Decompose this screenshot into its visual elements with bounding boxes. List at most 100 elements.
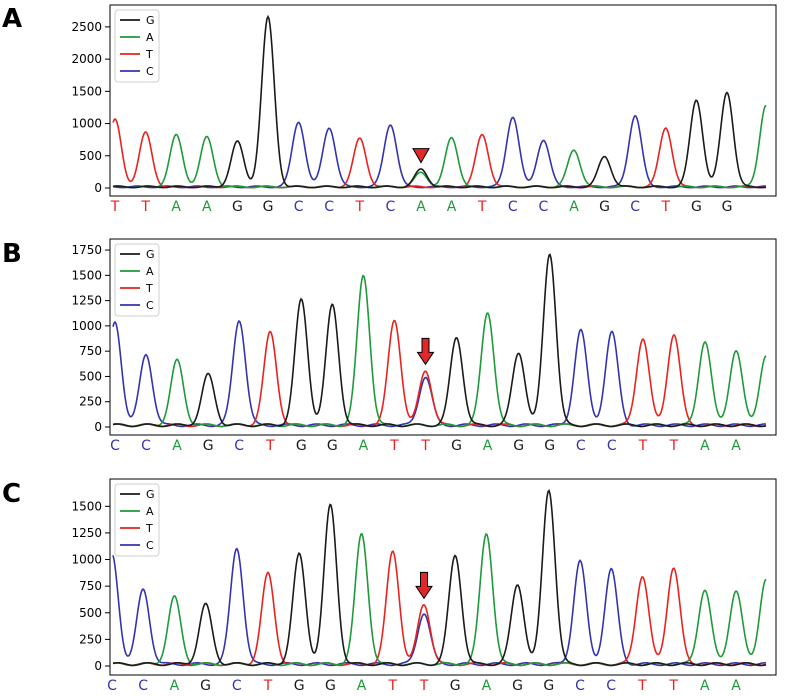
base-call-label: T (140, 199, 150, 215)
trace-g (112, 14, 767, 189)
legend-label-c: C (146, 539, 154, 552)
base-call-label: T (669, 438, 679, 454)
panel-label: B (2, 239, 22, 269)
base-call-label: A (416, 199, 426, 215)
y-tick-label: 500 (79, 149, 102, 163)
base-call-label: G (512, 678, 523, 694)
base-call-label: G (325, 678, 336, 694)
legend-label-t: T (145, 522, 153, 535)
y-tick-label: 1250 (71, 294, 102, 308)
y-tick-label: 1500 (71, 268, 102, 282)
y-tick-label: 250 (79, 632, 102, 646)
base-call-label: T (638, 438, 648, 454)
y-tick-label: 1500 (71, 499, 102, 513)
base-call-label: T (265, 438, 275, 454)
legend-label-t: T (145, 282, 153, 295)
y-tick-label: 250 (79, 395, 102, 409)
base-call-label: T (110, 199, 120, 215)
base-call-label: T (419, 678, 429, 694)
trace-g (112, 489, 767, 667)
y-tick-label: 1250 (71, 526, 102, 540)
trace-c (112, 547, 766, 667)
y-tick-label: 0 (94, 181, 102, 195)
mutation-arrow (415, 571, 433, 600)
base-call-label: C (141, 438, 151, 454)
y-tick-label: 2000 (71, 52, 102, 66)
y-tick-label: 0 (94, 420, 102, 434)
panel-label: A (2, 4, 22, 34)
trace-t (112, 550, 767, 667)
base-call-label: C (107, 678, 117, 694)
y-tick-label: 750 (79, 344, 102, 358)
base-call-label: A (172, 438, 182, 454)
base-call-label: G (513, 438, 524, 454)
base-call-label: A (483, 438, 493, 454)
base-call-label: A (357, 678, 367, 694)
base-call-label: C (539, 199, 549, 215)
legend-label-g: G (146, 14, 155, 27)
trace-a (112, 274, 767, 428)
base-call-label: A (482, 678, 492, 694)
base-call-label: C (138, 678, 148, 694)
base-call-label: T (668, 678, 678, 694)
base-call-label: C (630, 199, 640, 215)
base-call-label: G (327, 438, 338, 454)
base-call-label: T (389, 438, 399, 454)
base-call-label: C (232, 678, 242, 694)
y-tick-label: 500 (79, 369, 102, 383)
base-call-label: A (700, 678, 710, 694)
legend-label-g: G (146, 248, 155, 261)
mutation-arrow (416, 337, 435, 366)
legend-label-g: G (146, 488, 155, 501)
base-call-label: G (296, 438, 307, 454)
y-tick-label: 1000 (71, 117, 102, 131)
y-tick-label: 750 (79, 579, 102, 593)
base-call-label: G (263, 199, 274, 215)
base-call-label: G (722, 199, 733, 215)
base-call-label: G (691, 199, 702, 215)
legend-label-a: A (146, 505, 154, 518)
trace-a (112, 104, 767, 189)
base-call-label: T (637, 678, 647, 694)
base-call-label: A (700, 438, 710, 454)
legend-label-c: C (146, 65, 154, 78)
plot-frame (109, 4, 777, 197)
plot-frame (109, 238, 777, 436)
base-call-label: A (359, 438, 369, 454)
base-call-label: G (232, 199, 243, 215)
base-call-label: C (607, 438, 617, 454)
y-tick-label: 2500 (71, 20, 102, 34)
y-tick-label: 500 (79, 606, 102, 620)
legend-box (114, 483, 160, 557)
plot-frame (109, 478, 777, 676)
panel-label: C (2, 479, 21, 509)
legend-label-a: A (146, 31, 154, 44)
base-call-label: T (477, 199, 487, 215)
base-call-label: G (200, 678, 211, 694)
mutation-arrow (412, 148, 430, 164)
y-tick-label: 1500 (71, 84, 102, 98)
base-call-label: A (170, 678, 180, 694)
base-call-label: G (599, 199, 610, 215)
base-call-label: C (508, 199, 518, 215)
base-call-label: C (110, 438, 120, 454)
base-call-label: G (543, 678, 554, 694)
base-call-label: G (294, 678, 305, 694)
y-tick-label: 0 (94, 659, 102, 673)
y-tick-label: 1000 (71, 319, 102, 333)
base-call-label: C (234, 438, 244, 454)
base-call-label: A (447, 199, 457, 215)
base-call-label: C (576, 438, 586, 454)
base-call-label: T (420, 438, 430, 454)
trace-t (112, 319, 767, 428)
legend-label-t: T (145, 48, 153, 61)
legend-box (114, 9, 160, 83)
base-call-label: A (569, 199, 579, 215)
